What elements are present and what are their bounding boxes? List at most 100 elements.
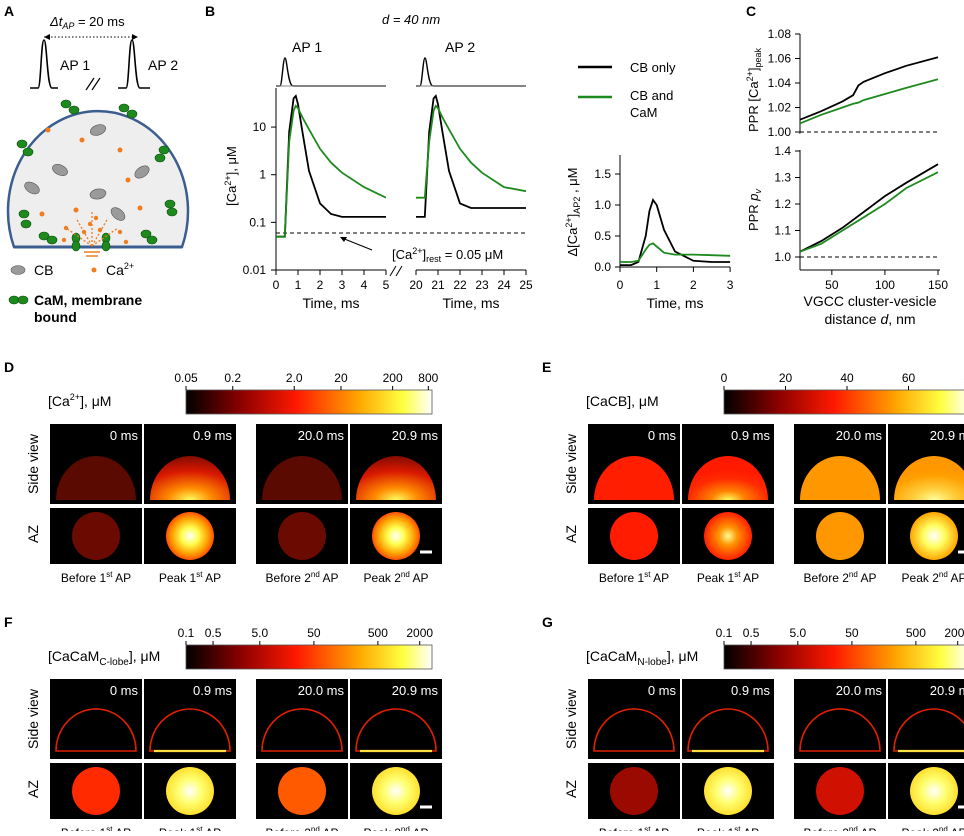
frame-caption: Peak 2nd AP xyxy=(364,570,429,585)
bouton-density xyxy=(356,456,436,500)
side-view-tile xyxy=(256,679,348,759)
b-ytick-label: 1 xyxy=(259,168,266,182)
c-top-ytick-label: 1.06 xyxy=(768,52,792,66)
membrane-ring xyxy=(593,708,675,752)
cb-legend-icon xyxy=(10,265,26,275)
delta-ytick-label: 0.0 xyxy=(594,260,611,274)
colorbar-tick-label: 2000 xyxy=(406,626,433,640)
colorbar-label: [CaCaMN-lobe], μM xyxy=(586,648,698,668)
c-xtick-label: 50 xyxy=(825,278,839,292)
frame-caption: Before 2nd AP xyxy=(266,825,339,831)
b-ap1-label: AP 1 xyxy=(292,39,322,55)
colorbar-tick-label: 0.1 xyxy=(716,626,733,640)
az-density xyxy=(816,512,864,560)
side-view-label: Side view xyxy=(25,688,41,749)
b-xtick-label: 22 xyxy=(453,278,467,292)
frame-caption: Peak 1st AP xyxy=(159,825,221,831)
side-view-label: Side view xyxy=(563,433,579,494)
colorbar-tick-label: 5.0 xyxy=(251,626,268,640)
colorbar xyxy=(185,644,433,670)
az-density xyxy=(166,512,214,560)
ca-legend-label: Ca2+ xyxy=(106,261,134,278)
heatmap-panel-d: D [Ca2+], μM 0.05 0.2 2.0 20 200 800 Side view AZ… xyxy=(4,359,442,585)
time-label: 20.0 ms xyxy=(836,428,883,443)
side-view-label: Side view xyxy=(25,433,41,494)
panel-label: G xyxy=(542,614,553,630)
az-density xyxy=(278,512,326,560)
c-top-cb-only-line xyxy=(799,56,939,121)
b-ytick-label: 0.01 xyxy=(243,263,267,277)
b-xtick-label: 0 xyxy=(273,278,280,292)
colorbar-label: [CaCaMC-lobe], μM xyxy=(48,648,160,668)
delta-ylabel: Δ[Ca2+]AP2 , μM xyxy=(564,168,582,257)
b-ap2-trace xyxy=(416,57,526,87)
membrane-ring xyxy=(893,708,964,752)
dt-label: ΔtAP = 20 ms xyxy=(49,14,125,31)
b-cb-only-line-1 xyxy=(276,94,386,238)
b-cb-cam-line-2 xyxy=(416,104,526,199)
colorbar-tick-label: 0.1 xyxy=(178,626,195,640)
panel-label: E xyxy=(542,359,551,375)
colorbar-tick-label: 200 xyxy=(383,371,403,385)
membrane-ring xyxy=(355,708,437,752)
bouton-density xyxy=(150,456,230,500)
time-label: 20.0 ms xyxy=(298,683,345,698)
ca-legend-icon xyxy=(91,267,97,273)
side-view-tile xyxy=(350,679,442,759)
frame-caption: Before 1st AP xyxy=(61,570,131,585)
time-label: 0 ms xyxy=(648,428,677,443)
colorbar-label: [Ca2+], μM xyxy=(48,392,111,409)
c-top-cb-cam-line xyxy=(799,78,939,125)
panel-a: A ΔtAP = 20 ms AP 1 AP 2 xyxy=(4,3,190,325)
ap2-label: AP 2 xyxy=(148,57,178,73)
az-density xyxy=(910,512,958,560)
bouton-density xyxy=(55,455,136,500)
b-xtick-label: 4 xyxy=(361,278,368,292)
rest-label: [Ca2+]rest = 0.05 μM xyxy=(392,246,503,264)
bouton-density xyxy=(800,455,880,500)
az-density xyxy=(372,767,420,815)
delta-ytick-label: 1.0 xyxy=(594,198,611,212)
colorbar-tick-label: 20 xyxy=(334,371,348,385)
cam-legend-label-2: bound xyxy=(34,309,77,325)
heatmap-panel-g: G [CaCaMN-lobe], μM 0.1 0.5 5.0 50 500 2000 Side… xyxy=(542,614,964,836)
c-bot-cb-only-line xyxy=(799,163,939,253)
delta-xtick-label: 2 xyxy=(690,278,697,292)
colorbar-tick-label: 40 xyxy=(840,371,854,385)
colorbar-tick-label: 0.5 xyxy=(205,626,222,640)
az-label: AZ xyxy=(25,780,41,798)
colorbar-tick-label: 50 xyxy=(845,626,859,640)
frame-caption: Before 1st AP xyxy=(599,570,669,585)
frame-caption: Before 2nd AP xyxy=(804,825,877,831)
b-xtick-label: 1 xyxy=(295,278,302,292)
c-xtick-label: 150 xyxy=(928,278,948,292)
colorbar-tick-label: 0.2 xyxy=(224,371,241,385)
frame-caption: Before 1st AP xyxy=(61,825,131,831)
b-xtick-label: 2 xyxy=(317,278,324,292)
membrane-ring xyxy=(149,708,231,752)
colorbar-tick-label: 0.5 xyxy=(743,626,760,640)
delta-xtick-label: 1 xyxy=(653,278,660,292)
cam-legend-label-1: CaM, membrane xyxy=(34,292,142,308)
az-density xyxy=(72,512,120,560)
ap2-waveform xyxy=(118,39,150,89)
c-bot-ytick-label: 1.3 xyxy=(774,171,791,185)
frame-caption: Peak 1st AP xyxy=(159,570,221,585)
az-label: AZ xyxy=(563,525,579,543)
time-label: 20.9 ms xyxy=(392,428,439,443)
side-view-tile xyxy=(588,679,680,759)
ca-ions xyxy=(39,127,143,245)
panel-a-label: A xyxy=(4,3,14,19)
time-label: 0.9 ms xyxy=(731,428,771,443)
delta-ticks: 1.5 1.0 0.5 0.0 0 1 2 3 xyxy=(594,167,733,292)
side-view-tile xyxy=(794,679,886,759)
delta-ytick-label: 1.5 xyxy=(594,167,611,181)
membrane-ring xyxy=(261,708,343,752)
b-xtick-label: 20 xyxy=(409,278,423,292)
colorbar-tick-label: 500 xyxy=(906,626,926,640)
legend-cb-only: CB only xyxy=(630,60,676,75)
frame-caption: Before 2nd AP xyxy=(266,570,339,585)
c-top-ytick-label: 1.04 xyxy=(768,76,792,90)
